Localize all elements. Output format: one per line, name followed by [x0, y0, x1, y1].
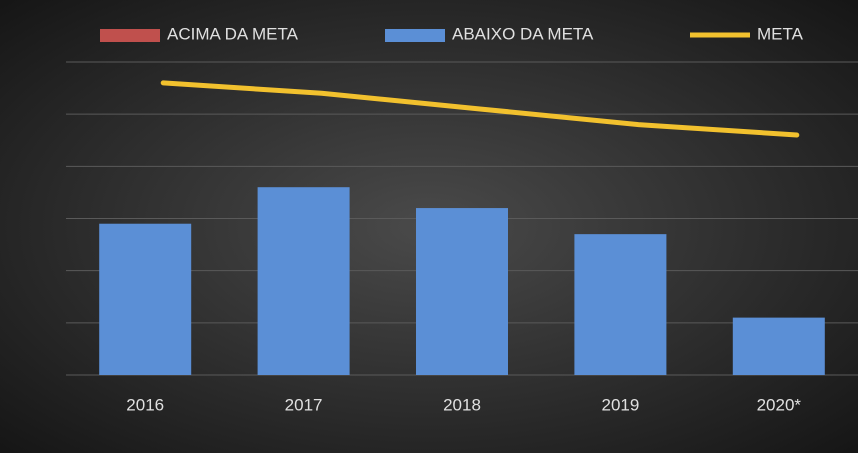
- x-tick-label: 2020*: [757, 395, 802, 414]
- legend-label: ABAIXO DA META: [452, 24, 594, 43]
- bar: [732, 317, 825, 375]
- x-tick-label: 2017: [285, 395, 323, 414]
- bar: [416, 208, 508, 375]
- line: [160, 80, 800, 138]
- bar: [257, 187, 350, 375]
- legend-label: ACIMA DA META: [167, 24, 299, 43]
- x-tick-label: 2016: [126, 395, 164, 414]
- legend-label: META: [757, 24, 804, 43]
- bar: [574, 234, 667, 375]
- legend-swatch: [100, 29, 160, 42]
- x-tick-label: 2019: [601, 395, 639, 414]
- legend-swatch: [385, 29, 445, 42]
- x-tick-label: 2018: [443, 395, 481, 414]
- bar: [99, 223, 192, 375]
